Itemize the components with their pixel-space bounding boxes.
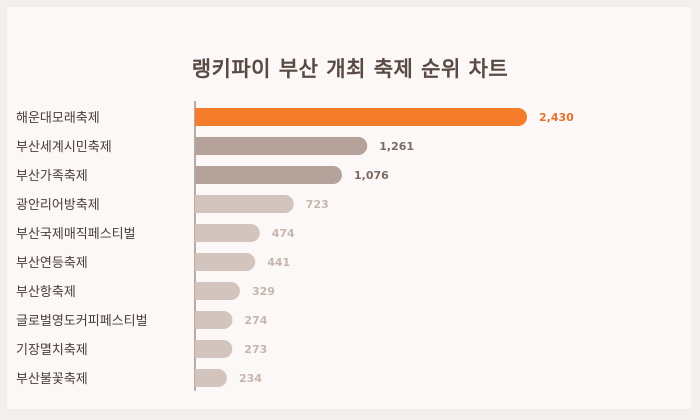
bar xyxy=(195,253,256,271)
value-label: 441 xyxy=(267,256,290,269)
category-label: 글로벌영도커피페스티벌 xyxy=(16,314,148,329)
category-label: 광안리어방축제 xyxy=(16,198,100,213)
category-label: 부산연등축제 xyxy=(16,256,88,271)
value-label: 474 xyxy=(272,227,295,240)
bar xyxy=(195,108,527,126)
bar-base xyxy=(195,137,204,155)
bar xyxy=(195,311,233,329)
bar xyxy=(195,166,343,184)
value-label: 2,430 xyxy=(539,111,574,124)
bar-base xyxy=(195,282,204,300)
bar-base xyxy=(195,195,204,213)
bar-base xyxy=(195,340,204,358)
chart-title: 랭키파이 부산 개최 축제 순위 차트 xyxy=(191,57,509,81)
value-label: 1,076 xyxy=(354,169,389,182)
value-label: 1,261 xyxy=(379,140,414,153)
bar xyxy=(195,195,294,213)
bar xyxy=(195,282,240,300)
bar xyxy=(195,137,368,155)
category-label: 부산세계시민축제 xyxy=(16,140,112,155)
bar-base xyxy=(195,108,204,126)
value-label: 274 xyxy=(244,314,267,327)
category-label: 부산불꽃축제 xyxy=(16,372,88,387)
bar xyxy=(195,340,233,358)
bar-base xyxy=(195,166,204,184)
category-label: 해운대모래축제 xyxy=(16,111,100,126)
category-label: 부산가족축제 xyxy=(16,169,88,184)
value-label: 723 xyxy=(306,198,329,211)
value-label: 234 xyxy=(239,372,262,385)
bar-base xyxy=(195,369,204,387)
category-label: 부산항축제 xyxy=(16,285,76,300)
bar-base xyxy=(195,224,204,242)
bar-base xyxy=(195,311,204,329)
category-label: 기장멸치축제 xyxy=(16,343,88,358)
chart-card xyxy=(7,7,691,409)
value-label: 273 xyxy=(244,343,267,356)
bar xyxy=(195,224,260,242)
bar-base xyxy=(195,253,204,271)
category-label: 부산국제매직페스티벌 xyxy=(16,227,136,242)
value-label: 329 xyxy=(252,285,275,298)
